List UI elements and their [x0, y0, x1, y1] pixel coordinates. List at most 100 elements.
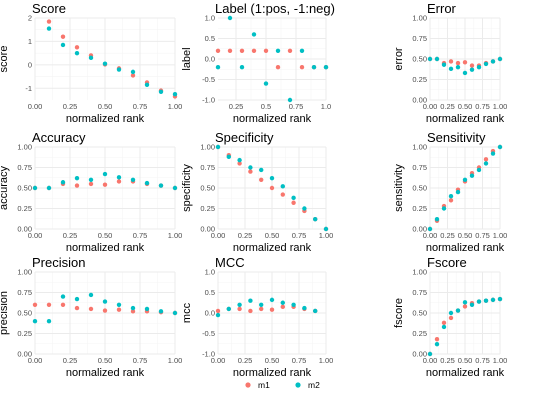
point-m2: [130, 305, 136, 311]
point-m2: [483, 298, 489, 303]
panel-title: Specificity: [215, 130, 274, 145]
y-tick-label: 0.50: [412, 309, 427, 318]
point-m2: [469, 67, 475, 72]
point-m1: [88, 181, 94, 187]
y-tick-label: 0.00: [412, 350, 427, 359]
x-tick-label: 0.50: [265, 356, 280, 365]
x-tick-label: 1.00: [168, 356, 183, 365]
point-m1: [441, 320, 447, 326]
panel-title: Error: [427, 1, 457, 16]
y-tick-label: 0.00: [412, 225, 427, 234]
x-tick-label: 1.0: [321, 102, 331, 111]
x-tick-label: 0.75: [475, 231, 490, 240]
point-m2: [490, 59, 496, 64]
point-m1: [455, 60, 461, 66]
point-m2: [455, 65, 461, 70]
x-tick-label: 1.00: [493, 102, 508, 111]
y-tick-label: 0: [28, 60, 32, 69]
y-tick-label: 0.25: [412, 204, 427, 213]
x-tick-label: 0.00: [28, 231, 43, 240]
panel-mcc: 0.00 0.25 0.50 0.75 1.00 -1.0 -0.5 0.0 0.5 1.0MCC…: [181, 255, 333, 379]
point-m2: [483, 161, 489, 166]
point-m2: [313, 308, 318, 314]
point-m1: [259, 177, 264, 182]
point-m2: [269, 297, 275, 303]
x-tick-label: 0.75: [292, 231, 307, 240]
x-tick-label: 0.25: [229, 102, 244, 111]
y-tick-label: 0.75: [412, 34, 427, 43]
x-tick-label: 0.00: [423, 231, 438, 240]
y-tick-label: -1.0: [202, 96, 215, 105]
point-m1: [280, 304, 285, 310]
x-axis-label: normalized rank: [233, 113, 312, 125]
panel-title: Sensitivity: [427, 130, 486, 145]
x-tick-label: 0.75: [289, 102, 304, 111]
point-m2: [497, 296, 503, 302]
point-m1: [116, 179, 122, 184]
y-tick-label: 0.00: [200, 225, 215, 234]
point-m1: [483, 157, 489, 162]
x-tick-label: 0.75: [475, 102, 490, 111]
point-m2: [280, 184, 285, 189]
point-m2: [299, 48, 305, 53]
x-tick-label: 0.00: [211, 231, 226, 240]
point-m2: [251, 32, 257, 37]
point-m2: [32, 319, 38, 324]
point-m2: [46, 26, 52, 31]
point-m2: [144, 180, 150, 186]
x-tick-label: 1.00: [168, 231, 183, 240]
x-tick-label: 0.50: [98, 231, 113, 240]
point-m1: [102, 182, 108, 187]
panel-title: Score: [32, 1, 66, 16]
legend-label-m2: m2: [308, 380, 320, 390]
point-m1: [60, 34, 66, 39]
point-m2: [462, 300, 468, 305]
x-tick-label: 0.25: [440, 356, 455, 365]
y-axis-label: label: [181, 47, 193, 70]
point-m1: [462, 304, 468, 309]
y-tick-label: 1.0: [205, 14, 215, 23]
y-tick-label: -1: [25, 84, 32, 93]
point-m2: [88, 292, 94, 298]
point-m2: [490, 297, 496, 303]
y-tick-label: 0.00: [17, 225, 32, 234]
point-m2: [469, 302, 475, 307]
point-m1: [448, 198, 454, 203]
panel-title: Accuracy: [32, 130, 86, 145]
point-m2: [427, 226, 433, 232]
point-m2: [130, 69, 136, 75]
point-m2: [226, 154, 231, 160]
point-m2: [448, 310, 454, 316]
point-m2: [302, 206, 307, 211]
point-m2: [302, 305, 307, 311]
point-m2: [280, 300, 285, 305]
legend-key-m2: [295, 382, 301, 388]
y-tick-label: 0.25: [412, 75, 427, 84]
y-axis-label: accuracy: [0, 165, 10, 210]
point-m2: [259, 302, 264, 307]
point-m2: [441, 324, 447, 330]
point-m2: [172, 185, 178, 191]
x-tick-label: 0.50: [98, 102, 113, 111]
x-axis-label: normalized rank: [233, 242, 312, 254]
y-axis-label: error: [393, 47, 405, 71]
y-axis-label: specificity: [181, 164, 193, 212]
point-m2: [448, 66, 454, 72]
point-m1: [215, 48, 221, 53]
point-m2: [130, 177, 136, 182]
point-m2: [462, 70, 468, 76]
point-m1: [275, 65, 281, 70]
point-m1: [102, 308, 108, 313]
point-m1: [462, 60, 468, 65]
x-tick-label: 0.25: [238, 356, 253, 365]
point-m1: [269, 307, 275, 312]
x-tick-label: 0.00: [423, 102, 438, 111]
point-m2: [269, 175, 275, 181]
panel-error: 0.00 0.25 0.50 0.75 1.000.000.250.500.751.00…: [393, 1, 507, 125]
legend-key-m1: [245, 382, 251, 388]
point-m2: [60, 42, 66, 48]
point-m2: [237, 302, 242, 307]
